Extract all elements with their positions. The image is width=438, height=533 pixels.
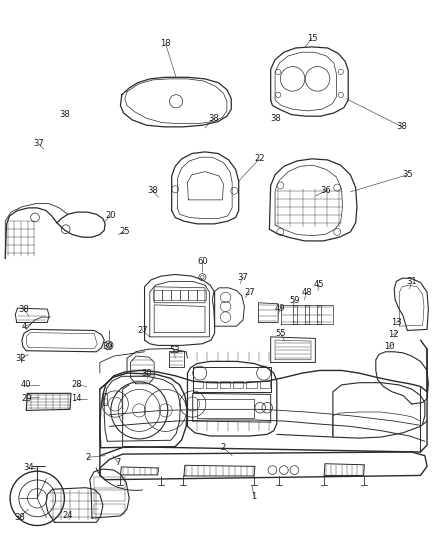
Text: 59: 59 <box>289 296 300 304</box>
Text: 31: 31 <box>406 277 417 286</box>
Text: 27: 27 <box>137 326 148 335</box>
Text: 30: 30 <box>141 369 152 377</box>
Text: 18: 18 <box>160 39 171 48</box>
Text: 25: 25 <box>120 228 130 236</box>
Text: 4: 4 <box>21 322 27 330</box>
Text: 10: 10 <box>384 342 394 351</box>
Text: 38: 38 <box>397 123 407 131</box>
Text: 7: 7 <box>116 458 121 467</box>
Text: 53: 53 <box>169 346 180 355</box>
Text: 38: 38 <box>60 110 70 119</box>
Text: 48: 48 <box>301 288 312 296</box>
Text: 55: 55 <box>275 329 286 337</box>
Text: 45: 45 <box>314 280 324 288</box>
Text: 12: 12 <box>388 330 398 339</box>
Text: 24: 24 <box>63 512 73 520</box>
Text: 28: 28 <box>71 381 82 389</box>
Text: 27: 27 <box>244 288 255 296</box>
Text: 34: 34 <box>23 464 34 472</box>
Text: 39: 39 <box>102 342 113 351</box>
Text: 36: 36 <box>321 187 331 195</box>
Text: 20: 20 <box>105 212 116 220</box>
Text: 22: 22 <box>254 155 265 163</box>
Text: 1: 1 <box>251 492 257 501</box>
Text: 38: 38 <box>271 114 281 123</box>
Text: 37: 37 <box>238 273 248 281</box>
Text: 38: 38 <box>208 114 219 123</box>
Text: 38: 38 <box>147 187 158 195</box>
Text: 15: 15 <box>307 34 317 43</box>
Text: 49: 49 <box>275 304 286 312</box>
Text: 38: 38 <box>14 513 25 521</box>
Text: 2: 2 <box>85 453 90 462</box>
Text: 35: 35 <box>402 171 413 179</box>
Text: 2: 2 <box>221 443 226 452</box>
Text: 37: 37 <box>33 140 44 148</box>
Text: 32: 32 <box>16 354 26 362</box>
Text: 29: 29 <box>21 394 32 403</box>
Text: 40: 40 <box>21 381 32 389</box>
Text: 60: 60 <box>197 257 208 265</box>
Text: 13: 13 <box>391 318 402 327</box>
Text: 38: 38 <box>19 305 29 313</box>
Text: 14: 14 <box>71 394 82 403</box>
